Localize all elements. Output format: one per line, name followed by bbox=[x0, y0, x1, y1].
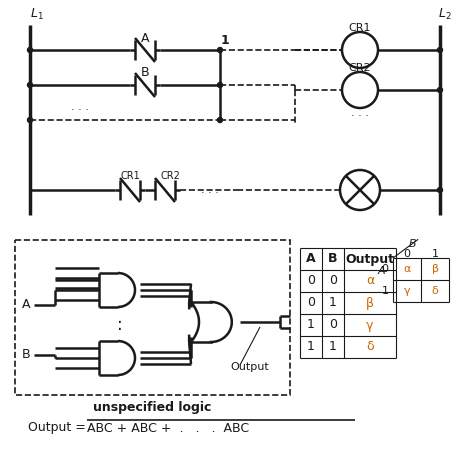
Text: 1: 1 bbox=[431, 249, 438, 259]
Text: :: : bbox=[117, 316, 123, 334]
Text: Output: Output bbox=[230, 362, 269, 372]
Circle shape bbox=[218, 48, 222, 53]
Text: δ: δ bbox=[366, 341, 374, 354]
Text: 1: 1 bbox=[220, 34, 229, 47]
Text: L$_1$: L$_1$ bbox=[30, 7, 44, 21]
Text: B: B bbox=[328, 253, 338, 266]
Text: Output =: Output = bbox=[28, 422, 90, 434]
Text: α: α bbox=[403, 264, 411, 274]
Text: A: A bbox=[141, 32, 149, 44]
Text: unspecified logic: unspecified logic bbox=[93, 400, 212, 413]
Text: Output: Output bbox=[345, 253, 394, 266]
Text: 0: 0 bbox=[307, 274, 315, 288]
Text: . . .: . . . bbox=[71, 102, 89, 112]
Circle shape bbox=[218, 117, 222, 123]
Circle shape bbox=[27, 82, 33, 88]
Text: CR2: CR2 bbox=[349, 63, 371, 73]
Text: 1: 1 bbox=[307, 341, 315, 354]
Circle shape bbox=[27, 117, 33, 123]
Text: δ: δ bbox=[432, 286, 438, 296]
Circle shape bbox=[218, 82, 222, 88]
Text: B: B bbox=[409, 239, 416, 249]
Text: β: β bbox=[366, 296, 374, 309]
Text: β: β bbox=[431, 264, 438, 274]
Text: . . .: . . . bbox=[351, 108, 369, 118]
Text: . . .: . . . bbox=[201, 185, 219, 195]
Text: 0: 0 bbox=[382, 264, 388, 274]
Text: CR1: CR1 bbox=[349, 23, 371, 33]
Text: 1: 1 bbox=[329, 296, 337, 309]
Text: 0: 0 bbox=[329, 274, 337, 288]
Text: 0: 0 bbox=[307, 296, 315, 309]
Text: 1: 1 bbox=[329, 341, 337, 354]
Circle shape bbox=[27, 48, 33, 53]
Text: ABC + ABC +  .   .   .  ABC: ABC + ABC + . . . ABC bbox=[87, 422, 249, 434]
Text: A: A bbox=[22, 299, 30, 311]
Text: CR1: CR1 bbox=[120, 171, 140, 181]
Circle shape bbox=[438, 88, 443, 92]
Text: α: α bbox=[366, 274, 374, 288]
Text: 1: 1 bbox=[307, 318, 315, 331]
Text: 0: 0 bbox=[329, 318, 337, 331]
Text: A: A bbox=[306, 253, 316, 266]
Text: L$_2$: L$_2$ bbox=[438, 7, 452, 21]
Text: 1: 1 bbox=[382, 286, 388, 296]
Circle shape bbox=[438, 187, 443, 192]
Text: A: A bbox=[377, 266, 385, 276]
Text: 0: 0 bbox=[403, 249, 411, 259]
Text: CR2: CR2 bbox=[160, 171, 180, 181]
Bar bbox=[15, 240, 290, 395]
Circle shape bbox=[438, 48, 443, 53]
Text: B: B bbox=[22, 349, 31, 362]
Text: B: B bbox=[140, 67, 149, 80]
Text: γ: γ bbox=[366, 318, 374, 331]
Text: γ: γ bbox=[403, 286, 410, 296]
